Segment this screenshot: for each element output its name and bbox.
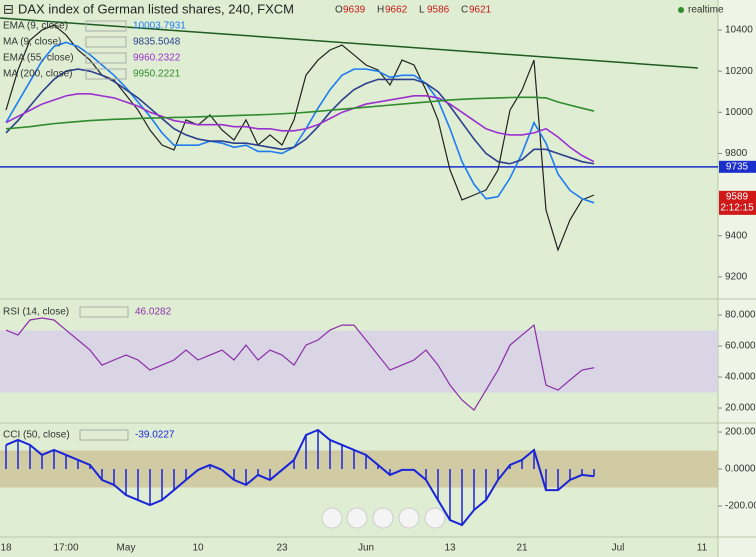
legend-value: 9950.2221 [133, 69, 181, 80]
y-tick-label: 9200 [725, 272, 748, 283]
zoom-out[interactable] [346, 507, 368, 529]
line [5, 41, 595, 204]
price-marker [719, 190, 756, 215]
y-tick-label: 10000 [725, 107, 753, 118]
y-tick-label: 9400 [725, 230, 748, 241]
x-tick-label: 17:00 [53, 543, 78, 554]
pane-label: RSI (14, close) [3, 307, 69, 318]
x-tick-label: Jul [612, 543, 625, 554]
y-tick-label: 20.0000 [725, 403, 756, 414]
y-tick-label: 10400 [725, 25, 753, 36]
legend-label: MA (9, close) [3, 37, 61, 48]
zoom-in[interactable] [398, 507, 420, 529]
x-tick-label: 13 [444, 543, 456, 554]
y-tick-label: 60.0000 [725, 341, 756, 352]
status-dot [678, 7, 684, 13]
ohlc-value: 9662 [385, 5, 408, 16]
x-tick-label: Jun [358, 543, 374, 554]
x-tick-label: 23 [276, 543, 288, 554]
ohlc-value: 9621 [469, 5, 492, 16]
ohlc-label: L [419, 5, 425, 16]
legend-buttons [85, 68, 127, 80]
legend-label: EMA (9, close) [3, 21, 68, 32]
legend-label: MA (200, close) [3, 69, 72, 80]
line [5, 92, 595, 163]
pane-value: -39.0227 [135, 430, 175, 441]
last-price: 9589 [726, 191, 749, 202]
x-tick-label: 10 [192, 543, 204, 554]
ohlc-value: 9586 [427, 5, 450, 16]
ohlc-label: O [335, 5, 343, 16]
chart-title: DAX index of German listed shares, 240, … [18, 1, 294, 16]
zoom-controls [321, 507, 446, 529]
legend-buttons [85, 20, 127, 32]
scroll-left[interactable] [321, 507, 343, 529]
ohlc-label: C [461, 5, 468, 16]
countdown: 2:12:15 [720, 202, 754, 213]
price-axis [718, 0, 756, 557]
status: realtime [688, 5, 724, 16]
reset[interactable] [372, 507, 394, 529]
legend-label: EMA (55, close) [3, 53, 74, 64]
ohlc-value: 9639 [343, 5, 366, 16]
scroll-right[interactable] [424, 507, 446, 529]
pane-value: 46.0282 [135, 307, 172, 318]
legend-value: 9835.5048 [133, 37, 181, 48]
line [5, 317, 595, 411]
legend-buttons [79, 306, 129, 318]
legend-value: 9960.2322 [133, 53, 181, 64]
legend-buttons [85, 36, 127, 48]
x-tick-label: 21 [516, 543, 528, 554]
y-tick-label: 0.0000 [725, 464, 756, 475]
marks [0, 24, 718, 527]
y-tick-label: 10200 [725, 66, 753, 77]
y-tick-label: 9800 [725, 148, 748, 159]
x-tick-label: 18 [0, 543, 12, 554]
hline-label: 9735 [726, 161, 749, 172]
y-tick-label: 80.0000 [725, 310, 756, 321]
collapse-icon[interactable]: ⊟ [3, 1, 14, 16]
line [5, 96, 595, 130]
x-tick-label: May [117, 543, 136, 554]
trend-line [0, 17, 699, 69]
y-tick-label: 200.0000 [725, 427, 756, 438]
legend-buttons [85, 52, 127, 64]
y-tick-label: -200.0000 [725, 501, 756, 512]
legend-value: 10003.7931 [133, 21, 186, 32]
band [0, 330, 718, 393]
x-tick-label: 11 [697, 543, 708, 554]
band [0, 450, 718, 488]
price-marker [719, 160, 756, 173]
line [5, 68, 595, 165]
pane-label: CCI (50, close) [3, 430, 70, 441]
legend-buttons [79, 429, 129, 441]
line [5, 428, 595, 527]
ohlc-label: H [377, 5, 384, 16]
y-tick-label: 40.0000 [725, 372, 756, 383]
